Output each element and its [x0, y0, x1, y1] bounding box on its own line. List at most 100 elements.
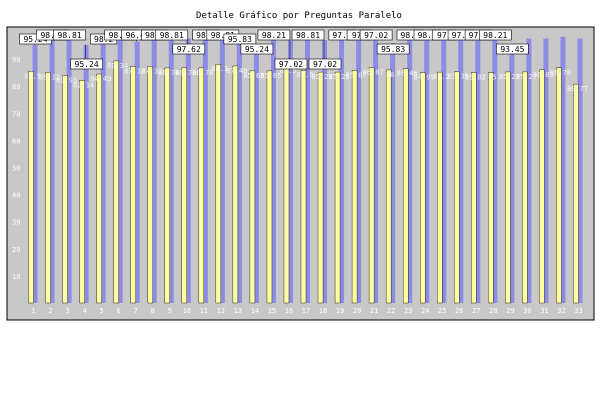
bar-value-label: 85.27 [499, 73, 520, 81]
y-tick-label: 30 [12, 219, 20, 227]
bar-value-label: 86.87 [363, 69, 384, 77]
bar-value-label: 83.93 [56, 77, 77, 85]
x-tick-label: 19 [336, 307, 344, 315]
bar-series-1 [356, 40, 362, 303]
bar-value-label: 86.79 [550, 69, 571, 77]
callout-label: 95.83 [381, 45, 405, 54]
callout-box [274, 58, 308, 70]
bar-series-2 [454, 71, 460, 304]
y-axis: 10 20 30 40 50 60 70 80 90 [12, 56, 20, 281]
callout-label: 97. [437, 31, 451, 40]
callout-label: 95.24 [75, 60, 99, 69]
callout-box [257, 29, 291, 41]
bar-value-label: 85.65 [260, 72, 281, 80]
bar-series-1 [407, 36, 413, 304]
bar-series-2 [522, 71, 528, 304]
bar-series-1 [577, 38, 583, 303]
bar-series-2 [215, 64, 222, 304]
callout-label: 95.24 [23, 35, 47, 44]
callout-label: 97.6 [469, 31, 488, 40]
bar-value-label: 85 [488, 74, 496, 82]
callout-label: 97.6 [452, 31, 471, 40]
bar-series-1 [32, 44, 38, 304]
callout-label: 93.45 [500, 45, 524, 54]
bar-value-label: 85.35 [448, 73, 469, 81]
bar-series-1 [66, 35, 72, 303]
callout-label: 98.2 [196, 31, 215, 40]
bar-value-label: 86.78 [175, 69, 196, 77]
callout-label: 97.6 [332, 31, 351, 40]
bar-series-1 [117, 35, 123, 303]
x-tick-label: 13 [234, 307, 242, 315]
bar-series-1 [236, 43, 242, 304]
callout-label: 98.81 [211, 31, 235, 40]
bar-series-1 [168, 35, 174, 303]
bar-value-label: 86.78 [192, 69, 213, 77]
callout-label: 95.83 [228, 35, 252, 44]
callout-label: 98.81 [40, 31, 64, 40]
bar-value-label: 80.77 [567, 85, 588, 93]
x-tick-label: 29 [506, 307, 514, 315]
bar-value-label: 85.9 [297, 71, 314, 79]
bar-series-2 [539, 69, 545, 304]
bar-series-1 [339, 38, 345, 303]
callout-label: 98.81 [160, 31, 184, 40]
callout-box [479, 29, 512, 41]
x-tick-label: 26 [455, 307, 463, 315]
bar-series-2 [283, 65, 290, 304]
bar-series-2 [232, 65, 239, 304]
bar-series: 85.585.1283.9382.1484.4989.3487.3287.328… [24, 35, 588, 304]
x-tick-label: 9 [168, 307, 172, 315]
bar-value-label: 84.99 [414, 74, 435, 82]
bar-series-1 [202, 36, 208, 304]
bar-series-1 [305, 35, 310, 303]
callout-label: 97.02 [279, 60, 303, 69]
bar-series-2 [420, 72, 426, 304]
bar-series-1 [322, 40, 328, 303]
y-tick-label: 10 [12, 273, 20, 281]
x-tick-label: 21 [370, 307, 378, 315]
bar-series-2 [164, 67, 170, 304]
bar-series-1 [185, 38, 191, 303]
x-tick-label: 28 [489, 307, 497, 315]
bar-series-2 [45, 72, 51, 304]
bar-series-2 [198, 67, 205, 304]
bar-series-1 [492, 36, 498, 304]
callout-label: 98.81 [58, 31, 82, 40]
x-tick-label: 3 [65, 307, 69, 315]
bar-series-1 [253, 44, 259, 304]
callout-box [291, 29, 325, 41]
bar-series-1 [49, 35, 55, 303]
bar-series-1 [270, 36, 276, 304]
bar-series-2 [147, 66, 153, 304]
x-tick-label: 30 [523, 307, 531, 315]
callout-box [70, 58, 103, 70]
bar-value-label: 86.03 [533, 71, 554, 79]
bar-series-2 [300, 70, 307, 304]
chart-title: Detalle Gráfico por Preguntas Paralelo [196, 11, 402, 21]
bar-value-label: 85.2 [433, 73, 450, 81]
bar-value-label: 85.12 [39, 73, 60, 81]
bar-value-label: 86 [386, 71, 394, 79]
bar-series-1 [134, 41, 140, 303]
bar-series-1 [458, 38, 464, 303]
x-tick-label: 2 [48, 307, 52, 315]
bar-value-label: 85.27 [516, 73, 537, 81]
bar-value-label: 82.14 [73, 81, 94, 89]
callout-label: 97.02 [313, 60, 337, 69]
bar-value-label: 88.1 [211, 65, 228, 73]
bar-series-2 [317, 71, 324, 304]
bar-value-label: 87.32 [141, 67, 162, 75]
y-tick-label: 50 [12, 165, 20, 173]
x-tick-label: 27 [472, 307, 480, 315]
callout-box [376, 43, 410, 55]
callout-label: 98.21 [262, 31, 286, 40]
x-tick-label: 1 [31, 307, 35, 315]
y-tick-label: 80 [12, 83, 20, 91]
bar-value-label: 85.5 [24, 72, 41, 80]
bar-series-1 [373, 40, 379, 303]
callout-box [359, 29, 393, 41]
bar-series-1 [560, 36, 566, 304]
bar-series-1 [83, 44, 89, 304]
